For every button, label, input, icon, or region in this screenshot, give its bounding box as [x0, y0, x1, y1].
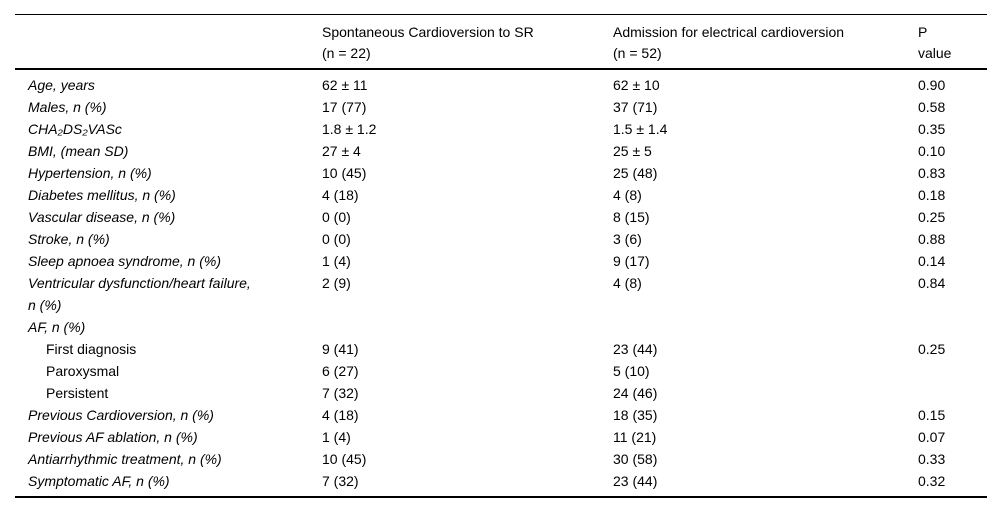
cell-pvalue: 0.07 [918, 429, 946, 445]
cell-spontaneous: 27 ± 4 [322, 143, 361, 159]
row-label: Sleep apnoea syndrome, n (%) [28, 253, 221, 269]
row-label: Vascular disease, n (%) [28, 209, 176, 225]
cell-spontaneous: 62 ± 11 [322, 77, 368, 93]
cell-spontaneous: 4 (18) [322, 407, 359, 423]
cell-spontaneous: 1 (4) [322, 253, 351, 269]
table-body: Age, years 62 ± 11 62 ± 10 0.90 Males, n… [15, 70, 987, 498]
row-label: Diabetes mellitus, n (%) [28, 187, 176, 203]
table-header-row: Spontaneous Cardioversion to SR (n = 22)… [15, 15, 987, 70]
header-p-value: P value [918, 24, 952, 61]
cell-admission: 62 ± 10 [613, 77, 660, 93]
cell-spontaneous: 7 (32) [322, 385, 359, 401]
cell-pvalue: 0.15 [918, 407, 946, 423]
cell-pvalue: 0.25 [918, 341, 946, 357]
cell-admission: 18 (35) [613, 407, 658, 423]
cell-admission: 3 (6) [613, 231, 642, 247]
cell-pvalue: 0.88 [918, 231, 946, 247]
row-label: BMI, (mean SD) [28, 143, 129, 159]
cell-admission: 24 (46) [613, 385, 658, 401]
cell-spontaneous: 6 (27) [322, 363, 359, 379]
cell-spontaneous: 9 (41) [322, 341, 359, 357]
row-label: Males, n (%) [28, 99, 107, 115]
cell-spontaneous: 1 (4) [322, 429, 351, 445]
cell-admission: 4 (8) [613, 187, 642, 203]
cell-admission: 25 ± 5 [613, 143, 652, 159]
cell-spontaneous: 17 (77) [322, 99, 367, 115]
cell-admission: 25 (48) [613, 165, 658, 181]
row-label: First diagnosis [46, 341, 137, 357]
header-category [15, 22, 322, 64]
cell-pvalue: 0.84 [918, 275, 946, 291]
cell-admission: 5 (10) [613, 363, 650, 379]
cell-pvalue: 0.35 [918, 121, 946, 137]
baseline-characteristics-table: Spontaneous Cardioversion to SR (n = 22)… [15, 14, 987, 498]
row-label: Hypertension, n (%) [28, 165, 152, 181]
cell-spontaneous: 0 (0) [322, 209, 351, 225]
cell-admission: 9 (17) [613, 253, 650, 269]
row-label: Antiarrhythmic treatment, n (%) [28, 451, 222, 467]
row-label: Previous Cardioversion, n (%) [28, 407, 214, 423]
cell-pvalue: 0.83 [918, 165, 946, 181]
cell-pvalue: 0.10 [918, 143, 946, 159]
cell-spontaneous: 7 (32) [322, 473, 359, 489]
row-label: Ventricular dysfunction/heart failure, n… [28, 275, 251, 313]
cell-spontaneous: 2 (9) [322, 275, 351, 291]
header-admission-electrical-cardioversion: Admission for electrical cardioversion (… [613, 24, 845, 61]
cell-admission: 1.5 ± 1.4 [613, 121, 668, 137]
cell-pvalue: 0.33 [918, 451, 946, 467]
row-label: AF, n (%) [28, 319, 86, 335]
cell-admission: 23 (44) [613, 341, 658, 357]
cell-admission: 11 (21) [613, 429, 657, 445]
cell-pvalue: 0.18 [918, 187, 946, 203]
cell-spontaneous: 0 (0) [322, 231, 351, 247]
cell-admission: 8 (15) [613, 209, 650, 225]
cell-admission: 30 (58) [613, 451, 658, 467]
cell-admission: 23 (44) [613, 473, 658, 489]
cell-spontaneous: 10 (45) [322, 165, 367, 181]
row-label: CHA₂DS₂VASc [28, 121, 122, 137]
cell-spontaneous: 10 (45) [322, 451, 367, 467]
row-label: Paroxysmal [46, 363, 120, 379]
row-label: Previous AF ablation, n (%) [28, 429, 198, 445]
cell-pvalue: 0.25 [918, 209, 946, 225]
cell-spontaneous: 1.8 ± 1.2 [322, 121, 377, 137]
cell-pvalue: 0.14 [918, 253, 946, 269]
cell-pvalue: 0.58 [918, 99, 946, 115]
cell-spontaneous: 4 (18) [322, 187, 359, 203]
cell-admission: 37 (71) [613, 99, 658, 115]
cell-admission: 4 (8) [613, 275, 642, 291]
cell-pvalue: 0.32 [918, 473, 946, 489]
header-spontaneous-cardioversion: Spontaneous Cardioversion to SR (n = 22) [322, 24, 534, 61]
row-label: Stroke, n (%) [28, 231, 110, 247]
row-label: Symptomatic AF, n (%) [28, 473, 170, 489]
cell-pvalue: 0.90 [918, 77, 946, 93]
row-label: Age, years [28, 77, 95, 93]
row-label: Persistent [46, 385, 109, 401]
